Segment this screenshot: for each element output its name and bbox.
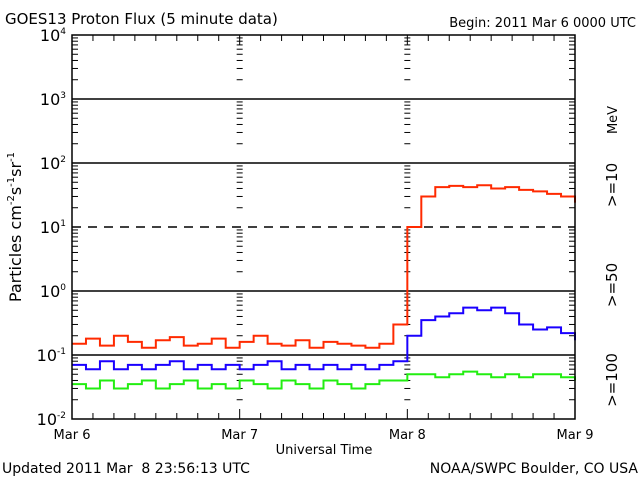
y-tick-label: 101 [40,218,66,237]
y-tick-label: 102 [40,154,66,173]
series-line-ge10 [72,184,576,349]
begin-label: Begin: 2011 Mar 6 0000 UTC [449,16,636,31]
x-tick-label: Mar 7 [221,428,258,443]
y-tick-labels: 104 103 102 101 100 10-1 10-2 [37,26,67,429]
chart-title: GOES13 Proton Flux (5 minute data) [5,10,278,28]
x-tick-labels: Mar 6 Mar 7 Mar 8 Mar 9 [54,428,594,443]
grid [71,35,576,419]
plot-frame [71,34,576,420]
legend-mev: MeV [606,106,621,134]
x-tick-label: Mar 8 [389,428,426,443]
y-axis-label: Particles cm-2s-1sr-1 [6,152,25,302]
y-tick-label: 10-2 [37,410,66,429]
updated-timestamp: Updated 2011 Mar 8 23:56:13 UTC [2,461,250,477]
legend-ge50: >=50 [603,263,621,307]
x-axis-label: Universal Time [276,443,373,458]
series-line-ge100 [72,370,576,390]
series-line-ge50 [72,306,576,371]
series-group [72,184,576,390]
legend-ge10: >=10 [603,163,621,207]
y-tick-label: 103 [40,90,66,109]
y-tick-label: 104 [40,26,66,45]
x-tick-label: Mar 6 [54,428,91,443]
legend-ge100: >=100 [603,353,621,407]
y-tick-label: 10-1 [37,346,66,365]
y-tick-label: 100 [40,282,66,301]
source-label: NOAA/SWPC Boulder, CO USA [430,461,639,477]
x-tick-label: Mar 9 [557,428,594,443]
